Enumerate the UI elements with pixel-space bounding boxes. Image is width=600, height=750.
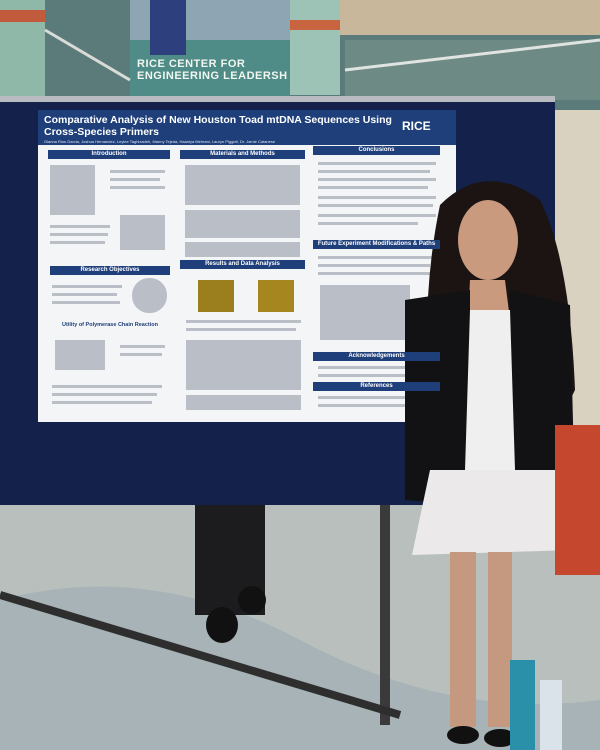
section-header: Conclusions: [313, 146, 440, 155]
section-header: Acknowledgements: [313, 352, 440, 361]
shoe: [484, 729, 516, 747]
poster-body-text: [50, 162, 436, 410]
section-header: Materials and Methods: [180, 150, 305, 159]
sign-text: ENGINEERING LEADERSH: [137, 70, 288, 82]
shoe: [206, 607, 238, 643]
gel-image: [198, 280, 234, 312]
poster-authors: Gianna Rios Garcia, Joshua Hernandez, Le…: [44, 139, 276, 144]
poster-title-band: [38, 110, 456, 145]
gel-image: [258, 280, 294, 312]
balcony: [345, 40, 600, 100]
section-header: Research Objectives: [50, 266, 170, 275]
stand-pole: [380, 505, 390, 725]
water-bottle: [510, 660, 535, 750]
railing: [344, 38, 600, 72]
dress-skirt: [412, 470, 575, 555]
leg: [488, 552, 512, 727]
poster-logo: RICE: [402, 119, 431, 133]
board-frame: [0, 96, 555, 102]
column: [290, 0, 340, 95]
railing: [44, 28, 131, 82]
stand-base: [0, 591, 402, 719]
section-header: Future Experiment Modifications & Paths: [313, 240, 440, 249]
section-header: Results and Data Analysis: [180, 260, 305, 269]
section-subheader: Utility of Polymerase Chain Reaction: [62, 322, 158, 328]
dress-top: [465, 310, 515, 470]
column-band: [0, 10, 45, 22]
chair: [555, 425, 600, 575]
blazer: [405, 290, 470, 505]
banner: [150, 0, 186, 55]
ceiling: [310, 0, 600, 35]
leg: [450, 552, 476, 727]
section-header: Introduction: [48, 150, 170, 159]
face: [458, 200, 518, 280]
poster-title: Comparative Analysis of New Houston Toad…: [44, 114, 392, 138]
shoe: [447, 726, 479, 744]
water-bottle: [540, 680, 562, 750]
sign-text: RICE CENTER FOR: [137, 58, 246, 70]
section-header: References: [313, 382, 440, 391]
shoe: [238, 586, 266, 614]
column-band: [290, 20, 340, 30]
